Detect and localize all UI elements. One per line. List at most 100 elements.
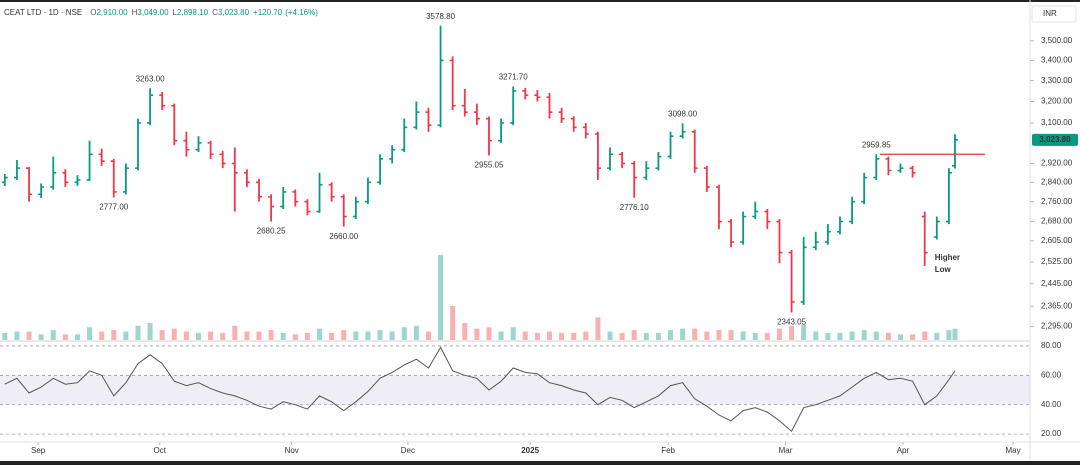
price-annotation: 3271.70	[499, 73, 528, 82]
price-annotation: 2343.05	[777, 318, 806, 327]
volume-bar	[740, 331, 746, 340]
volume-bar	[934, 332, 940, 340]
volume-bar	[595, 317, 601, 340]
volume-bar	[825, 332, 831, 340]
x-tick-label: Nov	[285, 446, 299, 455]
volume-bar	[159, 330, 165, 340]
currency-box[interactable]	[1031, 5, 1077, 23]
y-tick-label: 20.00	[1041, 429, 1062, 438]
volume-bar	[764, 332, 770, 340]
volume-bar	[87, 327, 93, 340]
price-annotation: 2680.25	[257, 227, 286, 236]
volume-bar	[413, 325, 419, 340]
volume-bar	[952, 328, 958, 340]
quote-value: 2,898.10	[177, 8, 209, 17]
x-tick-label: Oct	[154, 446, 167, 455]
y-tick-label: 40.00	[1041, 400, 1062, 409]
volume-bar	[280, 332, 286, 340]
volume-bar	[546, 331, 552, 340]
volume-bar	[643, 332, 649, 340]
x-tick-label: May	[1005, 446, 1020, 455]
volume-bar	[571, 332, 577, 340]
volume-bar	[559, 332, 565, 340]
price-annotation: 2776.10	[620, 203, 649, 212]
volume-bar	[14, 331, 20, 340]
change: +120.70	[253, 8, 283, 17]
quote-key: C	[212, 8, 218, 17]
quote-key: L	[173, 8, 178, 17]
volume-bar	[220, 332, 226, 340]
volume-bar	[474, 328, 480, 340]
price-annotation: 3263.00	[136, 74, 165, 83]
volume-bar	[171, 328, 177, 340]
y-tick-label: 3,100.00	[1041, 118, 1073, 127]
volume-bar	[619, 332, 625, 340]
quote-value: 3,049.00	[137, 8, 169, 17]
quote-value: 2,910.00	[96, 8, 128, 17]
volume-bar	[716, 330, 722, 340]
volume-bar	[365, 331, 371, 340]
volume-bar	[38, 334, 44, 340]
volume-bar	[462, 323, 468, 340]
y-tick-label: 2,365.00	[1041, 301, 1073, 310]
currency: INR	[1043, 9, 1057, 18]
volume-bar	[692, 328, 698, 340]
rsi-band	[0, 375, 1030, 405]
volume-bar	[789, 325, 795, 340]
volume-bar	[801, 324, 807, 340]
y-tick-label: 2,295.00	[1041, 322, 1073, 331]
volume-bar	[401, 327, 407, 340]
quote-key: O	[90, 8, 96, 17]
volume-bar	[728, 330, 734, 340]
y-tick-label: 2,680.00	[1041, 217, 1073, 226]
y-tick-label: 2,840.00	[1041, 177, 1073, 186]
symbol: CEAT LTD · 1D · NSE	[4, 8, 82, 17]
y-tick-label: 3,400.00	[1041, 56, 1073, 65]
volume-bar	[341, 330, 347, 340]
volume-bar	[135, 325, 141, 340]
volume-bar	[910, 334, 916, 340]
volume-bar	[498, 331, 504, 340]
y-tick-label: 2,525.00	[1041, 257, 1073, 266]
y-tick-label: 80.00	[1041, 341, 1062, 350]
volume-bar	[208, 331, 214, 340]
quote-key: H	[132, 8, 138, 17]
y-tick-label: 3,500.00	[1041, 36, 1073, 45]
volume-bar	[2, 332, 8, 340]
x-tick-label: 2025	[521, 446, 539, 455]
header: CEAT LTD · 1D · NSE O2,910.00 H3,049.00 L2,…	[4, 8, 318, 17]
price-annotation: 2955.05	[475, 161, 504, 170]
bottom-border	[0, 461, 1080, 465]
volume-bar	[849, 331, 855, 340]
volume-bar	[292, 334, 298, 340]
volume-bar	[631, 330, 637, 340]
volume-bar	[680, 328, 686, 340]
x-tick-label: Apr	[897, 446, 910, 455]
volume-bar	[99, 331, 105, 340]
x-tick-label: Dec	[401, 446, 415, 455]
volume-bar	[861, 330, 867, 340]
price-annotation: 2660.00	[329, 232, 358, 241]
volume-bar	[244, 331, 250, 340]
y-tick-label: 3,300.00	[1041, 76, 1073, 85]
volume-bar	[897, 334, 903, 340]
volume-bar	[438, 255, 444, 340]
volume-bar	[123, 331, 129, 340]
change-pct: (+4.16%)	[285, 8, 318, 17]
x-tick-label: Feb	[661, 446, 675, 455]
volume-bar	[425, 331, 431, 340]
volume-bar	[752, 332, 758, 340]
volume-bar	[813, 331, 819, 340]
volume-bar	[946, 330, 952, 340]
note: Higher	[935, 253, 960, 262]
volume-bar	[50, 330, 56, 340]
volume-bar	[607, 331, 613, 340]
volume-bar	[668, 330, 674, 340]
volume-bar	[522, 331, 528, 340]
volume-bar	[377, 330, 383, 340]
volume-bar	[873, 331, 879, 340]
volume-bar	[147, 323, 153, 340]
volume-bar	[304, 332, 310, 340]
